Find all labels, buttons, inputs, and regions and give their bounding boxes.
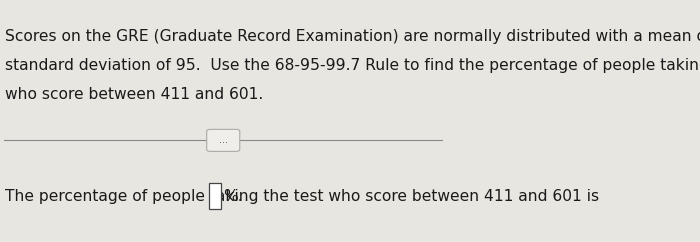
Text: Scores on the GRE (Graduate Record Examination) are normally distributed with a : Scores on the GRE (Graduate Record Exami… — [6, 29, 700, 44]
Text: ...: ... — [218, 135, 228, 145]
Text: who score between 411 and 601.: who score between 411 and 601. — [6, 87, 264, 102]
Text: The percentage of people taking the test who score between 411 and 601 is: The percentage of people taking the test… — [6, 189, 604, 204]
Text: standard deviation of 95.  Use the 68-95-99.7 Rule to find the percentage of peo: standard deviation of 95. Use the 68-95-… — [6, 58, 700, 73]
Text: %.: %. — [223, 189, 243, 204]
FancyBboxPatch shape — [206, 129, 240, 151]
FancyBboxPatch shape — [209, 183, 221, 209]
